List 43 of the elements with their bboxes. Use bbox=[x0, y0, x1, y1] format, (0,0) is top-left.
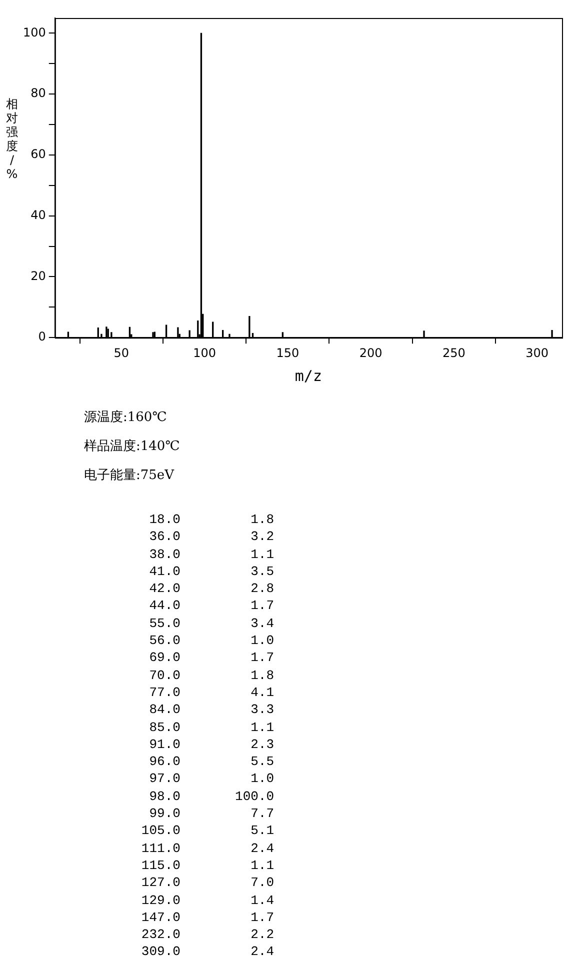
text: 97.0 1.0 bbox=[148, 770, 276, 788]
text: 85.0 1.1 bbox=[148, 718, 276, 736]
text: 44.0 1.7 bbox=[148, 597, 276, 615]
text: 38.0 1.1 bbox=[148, 546, 276, 563]
y-tick-label: 40 bbox=[30, 208, 46, 222]
text: 36.0 3.2 bbox=[148, 528, 276, 546]
text: 98.0 100.0 bbox=[148, 788, 276, 806]
text: 84.0 3.3 bbox=[148, 701, 276, 719]
x-tick-label: 50 bbox=[114, 346, 130, 360]
text: 56.0 1.0 bbox=[148, 632, 276, 650]
y-tick-label: 80 bbox=[30, 86, 46, 100]
text: 111.0 2.4 bbox=[140, 840, 276, 857]
x-tick-label: 100 bbox=[193, 346, 216, 360]
text: 96.0 5.5 bbox=[148, 753, 276, 770]
text: 源温度:160℃ bbox=[84, 409, 168, 427]
x-tick-label: 200 bbox=[359, 346, 382, 360]
x-tick-label: 150 bbox=[276, 346, 300, 360]
x-tick-label: 300 bbox=[526, 346, 549, 360]
x-axis-title: m/z bbox=[294, 366, 322, 385]
text: 129.0 1.4 bbox=[140, 892, 276, 909]
text: 91.0 2.3 bbox=[148, 736, 276, 754]
text: 18.0 1.8 bbox=[148, 511, 276, 528]
x-tick-label: 250 bbox=[442, 346, 466, 360]
text: 电子能量:75eV bbox=[84, 467, 176, 485]
y-tick-label: 60 bbox=[30, 147, 46, 162]
y-tick-label: 100 bbox=[23, 25, 46, 40]
text: 99.0 7.7 bbox=[148, 805, 276, 822]
text: 55.0 3.4 bbox=[148, 614, 276, 632]
text: 42.0 2.8 bbox=[148, 580, 276, 598]
text: 41.0 3.5 bbox=[148, 562, 276, 580]
text: 232.0 2.2 bbox=[140, 926, 276, 944]
text: 127.0 7.0 bbox=[140, 874, 276, 892]
text: 147.0 1.7 bbox=[140, 908, 276, 926]
text: 70.0 1.8 bbox=[148, 666, 276, 684]
text: 69.0 1.7 bbox=[148, 649, 276, 667]
y-tick-label: 20 bbox=[30, 268, 46, 283]
text: 77.0 4.1 bbox=[148, 684, 276, 702]
text: 105.0 5.1 bbox=[140, 822, 276, 840]
y-tick-label: 0 bbox=[38, 330, 46, 344]
text: 309.0 2.4 bbox=[140, 943, 276, 961]
text: 115.0 1.1 bbox=[140, 856, 276, 874]
y-axis-title: 相对强度/% bbox=[6, 97, 18, 181]
text: 样品温度:140℃ bbox=[84, 438, 181, 456]
